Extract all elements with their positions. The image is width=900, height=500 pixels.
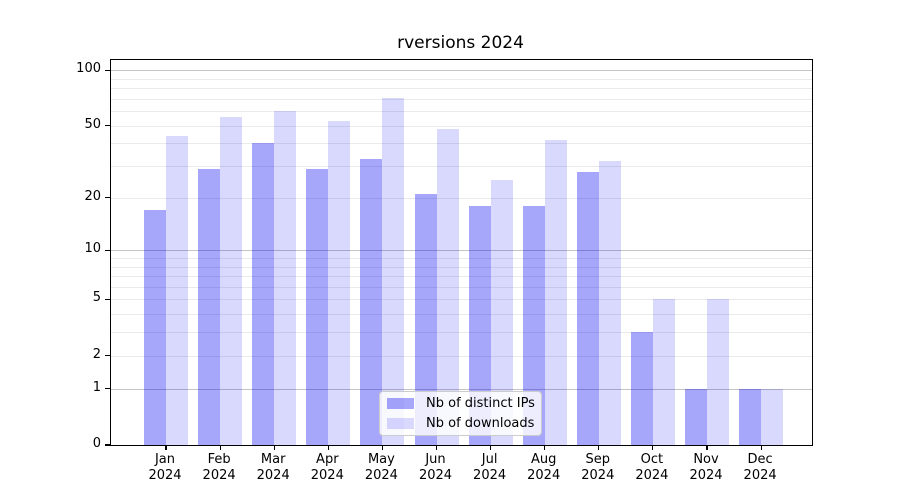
legend-label-downloads: Nb of downloads	[426, 416, 535, 431]
x-tick-label-may: May 2024	[364, 452, 398, 483]
bar-ips-oct	[630, 332, 653, 445]
x-tick-nov	[706, 445, 708, 450]
gridline-minor-9	[111, 258, 812, 259]
plot-area	[104, 59, 813, 450]
gridline-minor-20	[111, 197, 812, 199]
bar-downloads-mar	[274, 111, 297, 445]
gridline-major-1	[111, 388, 812, 390]
y-tick-label-20: 20	[84, 188, 101, 204]
bar-ips-nov	[685, 388, 707, 445]
bar-ips-feb	[198, 168, 221, 445]
gridline-minor-4	[111, 314, 812, 316]
y-tick-0	[104, 444, 110, 446]
y-tick-label-0: 0	[92, 436, 101, 451]
bar-downloads-oct	[652, 299, 675, 445]
x-tick-may	[381, 445, 383, 450]
x-tick-aug	[544, 445, 546, 450]
gridline-minor-2	[111, 355, 812, 357]
bar-downloads-may	[382, 97, 405, 445]
x-tick-label-nov: Nov 2024	[689, 452, 723, 483]
legend: Nb of distinct IPs Nb of downloads	[379, 391, 542, 436]
x-tick-sep	[598, 445, 600, 450]
bar-downloads-dec	[761, 388, 784, 445]
gridline-minor-80	[111, 88, 812, 90]
y-tick-label-10: 10	[84, 241, 101, 257]
gridline-minor-6	[111, 286, 812, 288]
y-tick-label-50: 50	[84, 116, 101, 132]
x-tick-label-aug: Aug 2024	[527, 452, 561, 483]
bar-ips-may	[360, 158, 383, 445]
x-tick-dec	[760, 445, 762, 450]
gridline-minor-5	[111, 299, 812, 301]
bar-downloads-apr	[328, 121, 351, 445]
legend-swatch-downloads	[387, 418, 414, 429]
x-tick-jun	[435, 445, 438, 450]
x-tick-feb	[219, 445, 221, 450]
x-tick-label-jul: Jul 2024	[473, 452, 507, 483]
y-tick-1	[104, 388, 110, 390]
bar-downloads-jan	[166, 135, 188, 445]
gridline-minor-3	[111, 332, 812, 334]
y-tick-10	[104, 249, 110, 251]
y-tick-label-5: 5	[92, 290, 101, 306]
x-tick-label-jun: Jun 2024	[418, 452, 453, 483]
bar-ips-aug	[522, 205, 545, 445]
bar-ips-jul	[468, 205, 491, 445]
y-tick-100	[104, 69, 110, 71]
bar-downloads-jun	[436, 128, 459, 445]
bar-ips-jan	[144, 210, 166, 445]
bar-downloads-nov	[707, 299, 729, 445]
y-tick-20	[104, 197, 110, 199]
legend-item-distinct-ips: Nb of distinct IPs	[387, 394, 535, 413]
chart-title: rversions 2024	[397, 33, 524, 53]
gridline-minor-40	[111, 143, 812, 145]
gridline-major-10	[111, 250, 812, 252]
bar-downloads-jul	[490, 180, 513, 445]
x-tick-label-dec: Dec 2024	[743, 452, 777, 483]
legend-swatch-distinct-ips	[387, 398, 414, 409]
gridline-major-100	[111, 70, 812, 72]
y-tick-2	[104, 355, 110, 357]
bar-ips-jun	[414, 193, 437, 445]
x-tick-jul	[490, 445, 492, 450]
x-tick-label-oct: Oct 2024	[635, 452, 669, 483]
gridline-minor-50	[111, 125, 812, 127]
gridline-minor-90	[111, 78, 812, 80]
bar-ips-sep	[576, 171, 599, 445]
y-tick-label-1: 1	[92, 379, 101, 395]
bar-ips-dec	[739, 388, 762, 445]
gridline-minor-30	[111, 166, 812, 168]
y-tick-label-100: 100	[76, 61, 101, 77]
x-tick-label-apr: Apr 2024	[310, 452, 344, 483]
x-tick-mar	[273, 445, 275, 450]
gridline-minor-7	[111, 276, 812, 278]
bar-ips-mar	[252, 143, 275, 445]
legend-item-downloads: Nb of downloads	[387, 414, 535, 433]
x-tick-apr	[327, 445, 329, 450]
gridline-minor-70	[111, 98, 812, 100]
y-tick-50	[104, 125, 110, 127]
y-tick-label-2: 2	[92, 346, 101, 362]
x-tick-label-feb: Feb 2024	[202, 452, 236, 483]
bar-downloads-sep	[598, 161, 621, 445]
x-tick-jan	[165, 445, 167, 450]
x-tick-label-sep: Sep 2024	[581, 452, 615, 483]
bar-downloads-aug	[544, 139, 567, 445]
x-tick-oct	[652, 445, 654, 450]
bar-downloads-feb	[220, 116, 243, 445]
gridline-minor-60	[111, 111, 812, 113]
gridline-minor-8	[111, 266, 812, 268]
x-tick-label-jan: Jan 2024	[148, 452, 182, 483]
bar-ips-apr	[306, 168, 329, 445]
y-tick-5	[104, 298, 110, 301]
legend-label-distinct-ips: Nb of distinct IPs	[426, 396, 535, 411]
x-tick-label-mar: Mar 2024	[256, 452, 290, 483]
